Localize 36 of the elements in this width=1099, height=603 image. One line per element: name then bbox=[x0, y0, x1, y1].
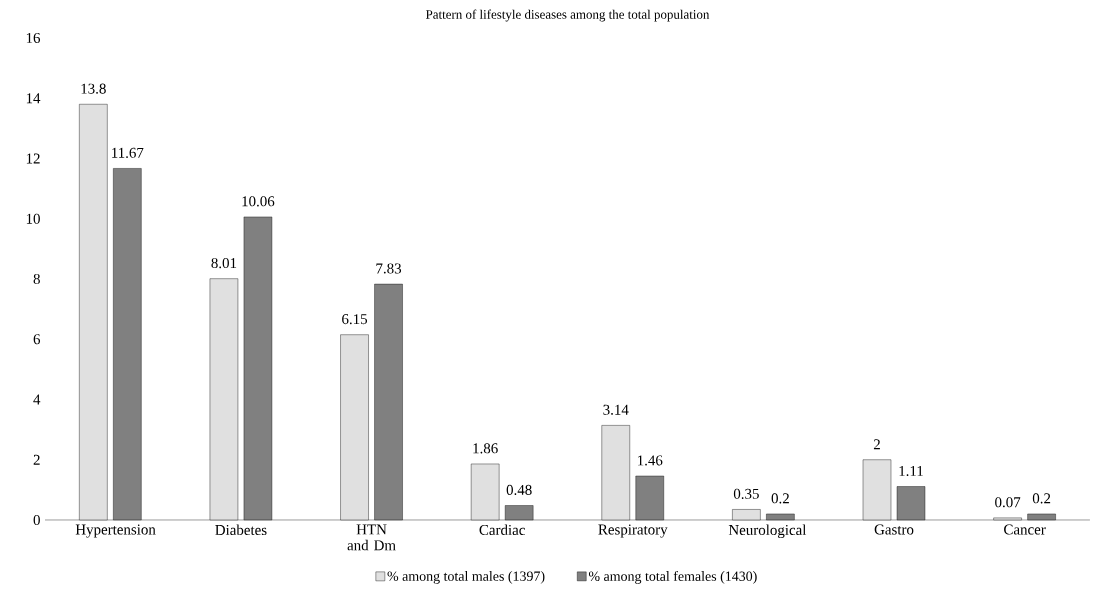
data-label: 2 bbox=[873, 439, 880, 450]
legend-label: % among total females (1430) bbox=[588, 570, 757, 584]
x-tick-label: Cardiac bbox=[479, 524, 525, 536]
data-label: 0.48 bbox=[506, 484, 532, 496]
data-label: 7.83 bbox=[376, 263, 402, 274]
data-label: 6.15 bbox=[342, 314, 368, 325]
data-label: 0.2 bbox=[1032, 493, 1051, 504]
y-tick-label: 6 bbox=[33, 334, 41, 345]
y-tick-label: 0 bbox=[33, 514, 40, 526]
x-tick-label: Gastro bbox=[874, 524, 914, 535]
x-tick-label: Cancer bbox=[1004, 524, 1046, 535]
data-label: 0.07 bbox=[995, 497, 1021, 508]
data-label: 8.01 bbox=[211, 258, 237, 269]
y-tick-label: 2 bbox=[33, 454, 40, 465]
y-tick-label: 14 bbox=[26, 93, 41, 104]
y-tick-label: 16 bbox=[26, 32, 41, 43]
data-label: 1.46 bbox=[638, 455, 663, 466]
x-tick-label: Respiratory bbox=[598, 524, 668, 538]
data-label: 10.06 bbox=[242, 196, 275, 207]
chart-title: Pattern of lifestyle diseases among the total population bbox=[425, 9, 710, 22]
y-tick-label: 8 bbox=[33, 273, 40, 285]
x-tick-label: Hypertension bbox=[75, 524, 156, 538]
data-label: 3.14 bbox=[603, 404, 629, 415]
x-tick-label: Diabetes bbox=[215, 524, 267, 536]
data-label: 11.67 bbox=[112, 147, 144, 158]
y-tick-label: 4 bbox=[33, 394, 41, 405]
y-tick-label: 10 bbox=[26, 213, 40, 224]
data-label: 0.35 bbox=[733, 488, 759, 499]
data-label: 13.8 bbox=[81, 83, 106, 94]
data-label: 1.11 bbox=[899, 465, 923, 477]
x-tick-label: HTN and Dm bbox=[347, 524, 396, 551]
data-label: 1.86 bbox=[473, 443, 498, 454]
data-label: 0.2 bbox=[771, 493, 789, 504]
legend-label: % among total males (1397) bbox=[387, 571, 545, 584]
x-tick-label: Neurological bbox=[728, 524, 807, 539]
y-tick-label: 12 bbox=[26, 153, 40, 164]
